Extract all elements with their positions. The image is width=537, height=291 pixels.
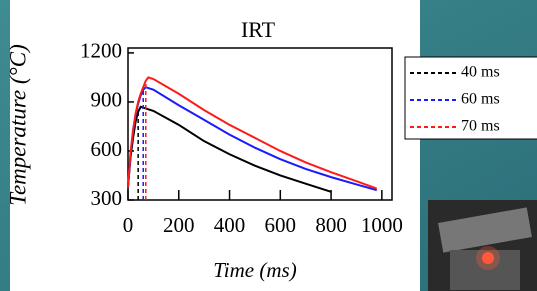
legend-label: 60 ms (461, 91, 500, 108)
chart-panel (10, 0, 420, 291)
x-axis-label: Time (ms) (213, 258, 296, 282)
chart-title: IRT (241, 17, 276, 42)
x-tick-label: 600 (265, 213, 297, 237)
y-tick-label: 900 (91, 88, 123, 112)
x-tick-label: 1000 (361, 213, 403, 237)
photo (428, 200, 537, 291)
legend-label: 40 ms (461, 64, 500, 81)
x-tick-label: 0 (123, 213, 134, 237)
y-tick-label: 1200 (80, 39, 122, 63)
x-tick-label: 800 (315, 213, 347, 237)
y-tick-label: 300 (91, 186, 123, 210)
y-axis-label: Temperature (°C) (5, 44, 30, 205)
x-tick-label: 400 (214, 213, 246, 237)
legend-label: 70 ms (461, 118, 500, 135)
x-tick-label: 200 (163, 213, 195, 237)
y-tick-label: 600 (91, 137, 123, 161)
screen: IRT Time (ms) Temperature (°C) 300 600 900… (0, 0, 537, 291)
